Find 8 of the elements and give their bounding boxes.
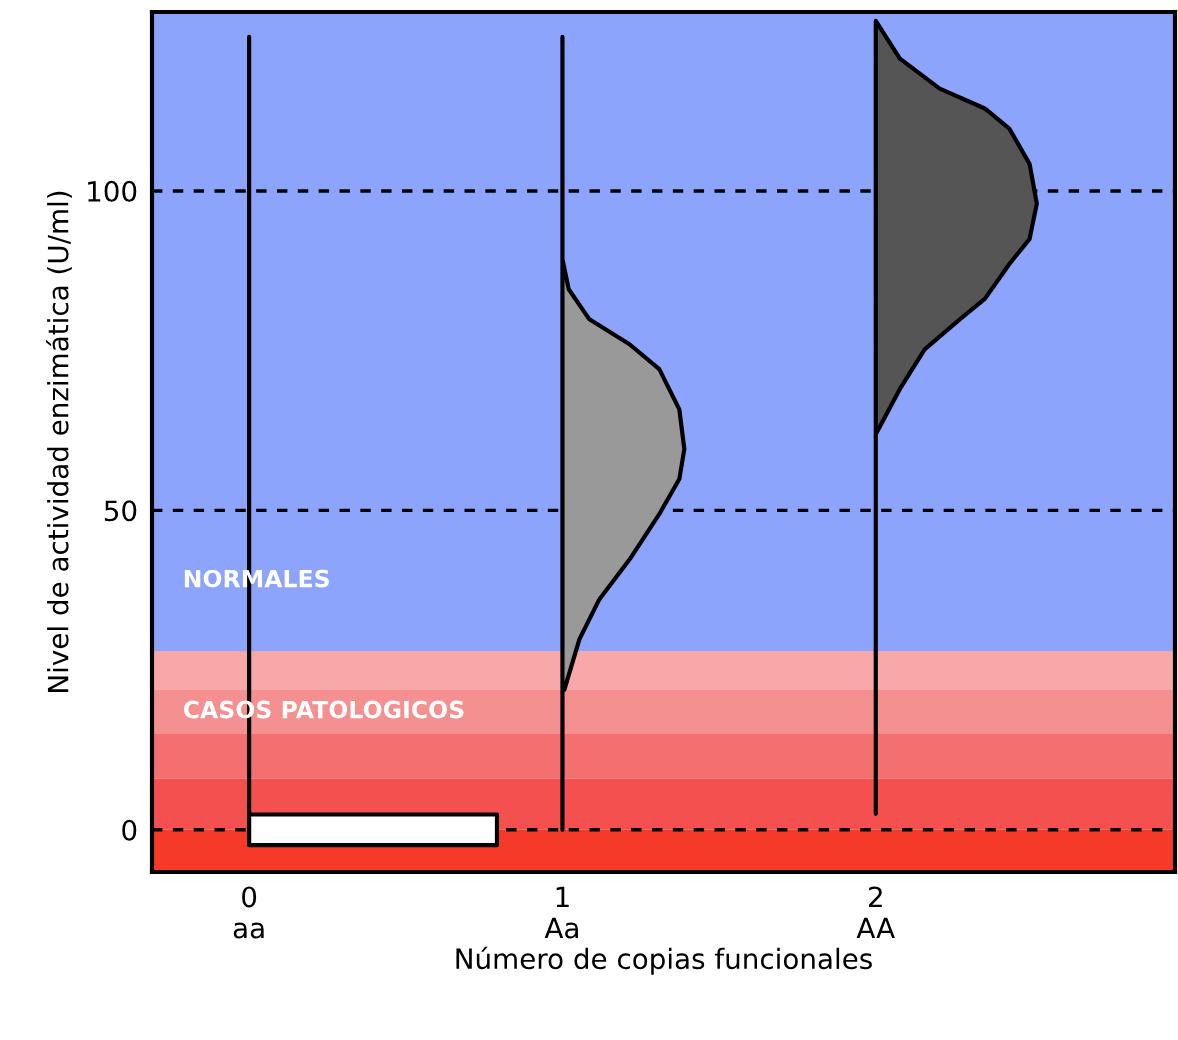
x-tick-label: 2 AA xyxy=(856,886,895,939)
x-axis-title: Número de copias funcionales xyxy=(456,946,872,975)
x-tick-label: 0 aa xyxy=(233,886,264,939)
y-tick-label: 100 xyxy=(88,180,137,202)
y-tick-label: 50 xyxy=(104,500,137,522)
y-axis-title: Nivel de actividad enzimática (U/ml) xyxy=(45,191,72,692)
y-tick-label: 0 xyxy=(122,819,137,841)
x-tick-label: 1 Aa xyxy=(544,886,578,939)
